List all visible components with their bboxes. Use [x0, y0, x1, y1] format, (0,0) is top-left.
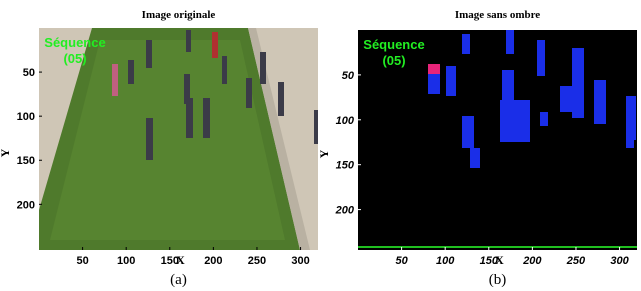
x-tick-label: 200 — [204, 255, 222, 267]
sequence-label: (05) — [382, 53, 405, 68]
y-tick-label: 200 — [335, 205, 355, 217]
panel-title: Image originale — [142, 9, 216, 21]
y-axis-label: Y — [317, 149, 331, 158]
x-tick-label: 50 — [76, 255, 88, 267]
figure: Image originale 50 100 150 200 250 300 50 100 150… — [0, 0, 641, 291]
x-tick-label: 250 — [248, 255, 266, 267]
y-tick-label: 200 — [17, 199, 35, 211]
x-axis-label: X — [495, 253, 504, 267]
panel-caption: (b) — [489, 272, 507, 288]
sequence-label: Séquence — [44, 35, 105, 50]
x-tick-label: 300 — [610, 255, 629, 267]
sequence-label: (05) — [63, 51, 86, 66]
x-tick-label: 50 — [395, 255, 408, 267]
y-tick-label: 150 — [336, 160, 355, 172]
y-tick-label: 100 — [17, 111, 35, 123]
x-tick-label: 250 — [566, 255, 586, 267]
x-axis-label: X — [176, 253, 185, 267]
y-axis-label: Y — [0, 148, 12, 157]
y-tick-label: 50 — [23, 67, 35, 79]
y-tick-label: 50 — [342, 70, 355, 82]
y-tick-label: 100 — [336, 115, 355, 127]
x-tick-label: 200 — [522, 255, 542, 267]
panel-title: Image sans ombre — [455, 9, 540, 21]
panel-caption: (a) — [170, 272, 187, 288]
x-tick-label: 300 — [291, 255, 309, 267]
x-tick-label: 100 — [117, 255, 135, 267]
y-tick-label: 150 — [17, 155, 35, 167]
sequence-label: Séquence — [363, 37, 424, 52]
x-tick-label: 100 — [436, 255, 455, 267]
